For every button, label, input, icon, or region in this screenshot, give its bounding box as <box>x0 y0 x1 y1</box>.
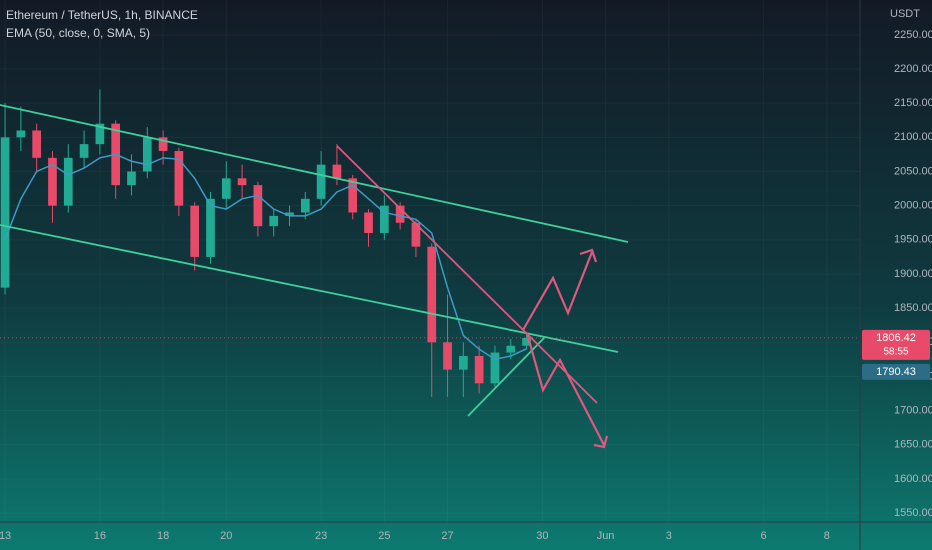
candle-body <box>0 137 10 288</box>
candle-body <box>269 215 279 227</box>
candle-body <box>379 205 389 233</box>
y-tick-label: 1700.00 <box>894 405 932 417</box>
x-tick-label: Jun <box>597 530 615 542</box>
x-tick-label: 25 <box>378 530 390 542</box>
candle-body <box>300 198 310 213</box>
ema-badge <box>862 363 930 380</box>
candle-body <box>285 212 294 216</box>
candle-body <box>206 198 215 257</box>
arrow-head <box>579 248 598 263</box>
y-tick-label: 2250.00 <box>894 29 932 41</box>
y-tick-label: 2150.00 <box>894 97 932 109</box>
y-tick-label: 1850.00 <box>894 302 932 314</box>
candle-body <box>411 222 421 247</box>
y-tick-label: 1950.00 <box>894 234 932 246</box>
ema-price-label: 1790.43 <box>876 366 916 378</box>
candle-body <box>506 345 516 353</box>
y-tick-label: 1600.00 <box>894 473 932 485</box>
candle-body <box>79 144 89 158</box>
indicator-legend: EMA (50, close, 0, SMA, 5) <box>6 26 150 40</box>
x-tick-label: 6 <box>761 530 767 542</box>
candle-body <box>142 137 152 172</box>
x-tick-label: 30 <box>536 530 548 542</box>
candle-body <box>427 246 437 343</box>
candle-body <box>458 355 468 370</box>
arrow-down <box>525 332 605 446</box>
candle-body <box>348 178 358 213</box>
last-price-label: 1806.42 <box>876 332 916 344</box>
ema-line <box>4 153 527 361</box>
candle-body <box>332 164 342 179</box>
chart-title: Ethereum / TetherUS, 1h, BINANCE <box>6 8 198 22</box>
trend-line <box>0 224 619 353</box>
arrow-up <box>522 251 594 331</box>
candle-body <box>158 137 168 151</box>
y-tick-label: 2100.00 <box>894 131 932 143</box>
candle-body <box>443 342 452 370</box>
candle-body <box>490 352 500 384</box>
arrow-head <box>593 435 609 449</box>
y-tick-label: 1650.00 <box>894 439 932 451</box>
candle-body <box>32 130 42 158</box>
trend-line <box>336 145 598 404</box>
candle-body <box>253 185 263 227</box>
candle-body <box>221 178 231 199</box>
candle-body <box>16 130 26 138</box>
candle-body <box>237 178 247 186</box>
y-tick-label: 1900.00 <box>894 268 932 280</box>
candle-body <box>174 150 184 206</box>
x-tick-label: 8 <box>824 530 830 542</box>
candle-body <box>474 355 484 384</box>
x-tick-label: 3 <box>666 530 672 542</box>
candle-body <box>63 157 73 206</box>
y-axis-label: USDT <box>890 8 920 20</box>
candle-body <box>316 164 326 199</box>
y-tick-label: 2000.00 <box>894 200 932 212</box>
x-tick-label: 20 <box>220 530 232 542</box>
candle-body <box>364 212 373 233</box>
plot-area <box>0 89 531 397</box>
x-tick-label: 23 <box>315 530 327 542</box>
x-tick-label: 27 <box>441 530 453 542</box>
candle-body <box>395 205 405 223</box>
x-tick-label: 13 <box>0 530 11 542</box>
trend-line <box>0 104 629 243</box>
candle-body <box>95 123 105 145</box>
x-tick-label: 18 <box>157 530 169 542</box>
candle-body <box>127 171 136 186</box>
countdown-label: 58:55 <box>883 347 908 358</box>
y-tick-label: 1550.00 <box>894 507 932 519</box>
candle-body <box>48 157 57 206</box>
y-tick-label: 2050.00 <box>894 165 932 177</box>
price-badge <box>862 329 930 360</box>
candle-body <box>190 205 200 257</box>
x-tick-label: 16 <box>94 530 106 542</box>
y-tick-label: 2200.00 <box>894 63 932 75</box>
candle-body <box>522 337 531 346</box>
drawings <box>0 104 629 449</box>
